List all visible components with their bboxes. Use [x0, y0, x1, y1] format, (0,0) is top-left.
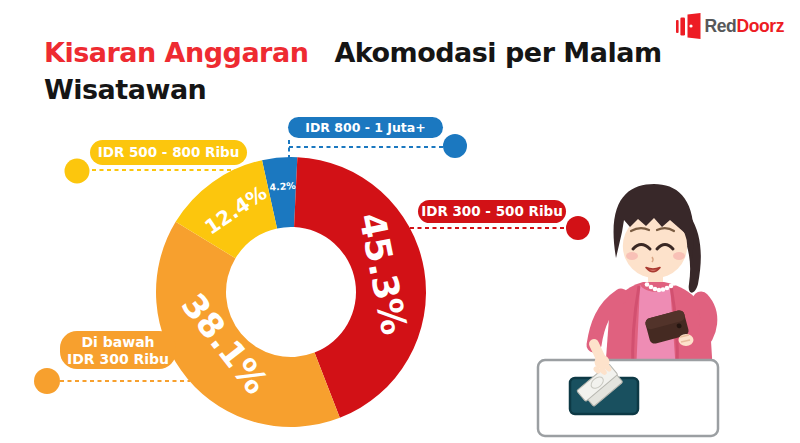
callout-pill-500-800[interactable]: IDR 500 - 800 Ribu [90, 140, 247, 165]
woman-illustration [538, 184, 718, 436]
callout-label-orange-line2: IDR 300 Ribu [60, 351, 176, 368]
woman-blush-right [673, 252, 685, 260]
dot-blue [443, 134, 467, 158]
callout-label-blue: IDR 800 - 1 Juta+ [305, 120, 425, 135]
dot-yellow [65, 159, 90, 184]
woman-blush-left [626, 252, 638, 260]
callout-label-red: IDR 300 - 500 Ribu [421, 203, 563, 219]
donut-chart: 4.2%45.3%38.1%12.4% [156, 157, 426, 427]
dot-orange [34, 368, 60, 394]
callout-pill-800-1juta[interactable]: IDR 800 - 1 Juta+ [288, 117, 443, 138]
callout-pill-below-300[interactable]: Di bawah IDR 300 Ribu [60, 331, 176, 369]
dot-red [566, 216, 590, 240]
callout-label-orange-line1: Di bawah [60, 334, 176, 351]
segment-pct-label-1: 4.2% [269, 180, 297, 193]
slide: Kisaran AnggaranAkomodasi per Malam Wisa… [0, 0, 800, 443]
callout-pill-300-500[interactable]: IDR 300 - 500 Ribu [418, 200, 566, 223]
callout-label-yellow: IDR 500 - 800 Ribu [98, 144, 240, 160]
